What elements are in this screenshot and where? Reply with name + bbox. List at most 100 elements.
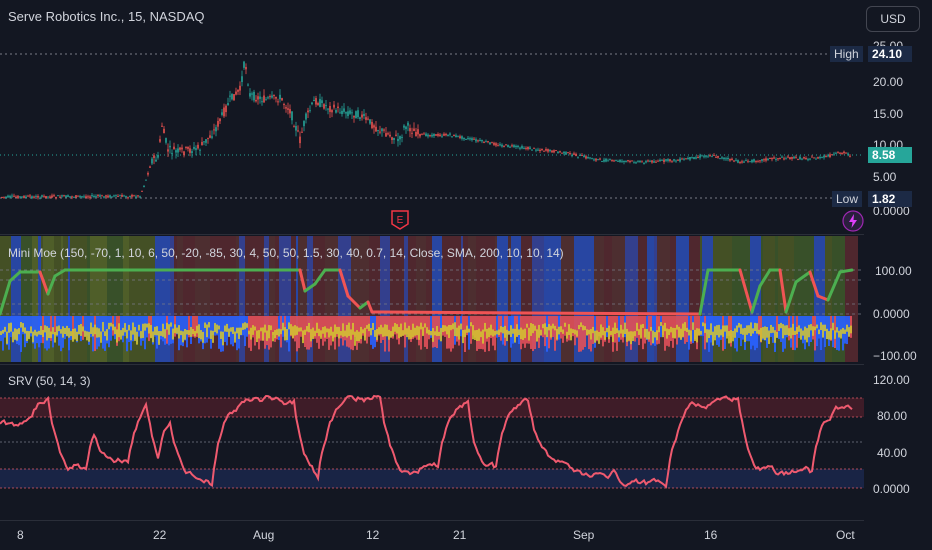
moe-bar-yellow [466,325,468,333]
mini-moe-pane[interactable] [0,236,864,362]
moe-bar-yellow [734,328,736,338]
price-chart[interactable] [0,0,864,232]
moe-bar-yellow [834,330,836,339]
candle-body [173,146,175,150]
moe-bar-yellow [712,331,714,346]
moe-bar-yellow [560,326,562,333]
moe-band [416,236,426,362]
candle-body [169,145,171,148]
candle-body [349,110,351,114]
moe-bar-yellow [404,322,406,335]
moe-band [619,236,625,362]
moe-band [442,236,450,362]
moe-bar-yellow [84,330,86,337]
candle-body [741,161,743,163]
moe-bar [240,316,242,336]
moe-bar [820,316,822,351]
mini-moe-label[interactable]: Mini Moe (150, -70, 1, 10, 6, 50, -20, -… [8,246,564,260]
currency-button[interactable]: USD [866,6,920,32]
pane-separator[interactable] [0,234,864,235]
moe-bar [742,316,744,340]
moe-bar [420,316,422,350]
moe-bar-yellow [366,325,368,329]
candle-body [837,152,839,154]
candle-body [49,196,51,198]
moe-bar-yellow [82,326,84,332]
candle-body [347,111,349,117]
moe-bar-yellow [782,324,784,339]
moe-bar-yellow [588,329,590,335]
moe-bar [402,316,404,336]
moe-bar-yellow [558,326,560,335]
moe-bar [54,316,56,336]
candle-body [21,196,23,198]
moe-bar-yellow [184,329,186,340]
flash-icon[interactable] [842,210,864,232]
srv-label[interactable]: SRV (50, 14, 3) [8,374,91,388]
candle-body [435,134,437,136]
moe-bar [410,316,412,342]
moe-bar-yellow [56,326,58,336]
candle-body [491,142,493,144]
candle-body [9,195,11,198]
moe-bar-yellow [546,326,548,338]
candle-body [127,197,129,199]
moe-bar [86,316,88,336]
moe-bar-yellow [400,323,402,337]
moe-bar-yellow [188,330,190,335]
candle-body [195,148,197,150]
candle-body [711,156,713,158]
moe-bar [0,316,2,342]
candle-body [439,134,441,137]
pane-separator[interactable] [0,364,864,365]
moe-bar-yellow [692,322,694,330]
moe-bar [166,316,168,344]
moe-bar [484,316,486,352]
candle-body [515,145,517,148]
candle-body [635,162,637,164]
moe-bar [144,316,146,350]
mini-moe-oscillator-line [0,268,854,316]
moe-bar-yellow [846,324,848,332]
moe-bar-yellow [634,331,636,337]
moe-bar-yellow [108,322,110,330]
candle-body [577,156,579,158]
candle-body [545,149,547,151]
candle-body [643,163,645,165]
moe-bar-yellow [774,330,776,343]
moe-bar-yellow [126,329,128,339]
moe-bar [548,316,550,349]
earnings-icon[interactable]: E [390,209,410,231]
moe-bar [828,316,830,347]
moe-bar-yellow [476,329,478,341]
candle-body [657,160,659,162]
moe-band [508,236,511,362]
candle-body [537,149,539,151]
candle-body [399,136,401,140]
moe-bar-yellow [38,330,40,335]
srv-pane[interactable] [0,366,864,520]
moe-bar-yellow [212,330,214,343]
moe-bar-yellow [342,323,344,337]
candle-body [353,115,355,118]
candle-body [233,94,235,101]
moe-bar-yellow [386,324,388,337]
moe-bar-yellow [736,325,738,333]
moe-bar [582,316,584,350]
candle-body [749,161,751,163]
candle-body [29,195,31,197]
moe-bar [110,316,112,341]
candle-body [573,153,575,155]
moe-bar [26,316,28,344]
moe-bar [646,316,648,341]
moe-bar-yellow [248,330,250,335]
candle-body [111,196,113,198]
moe-bar-yellow [804,326,806,340]
moe-bar-yellow [490,324,492,336]
candle-body [1,196,3,198]
moe-bar [136,316,138,342]
moe-bar-yellow [220,331,222,339]
candle-body [51,195,53,198]
moe-bar-yellow [62,326,64,338]
moe-bar-yellow [28,331,30,340]
